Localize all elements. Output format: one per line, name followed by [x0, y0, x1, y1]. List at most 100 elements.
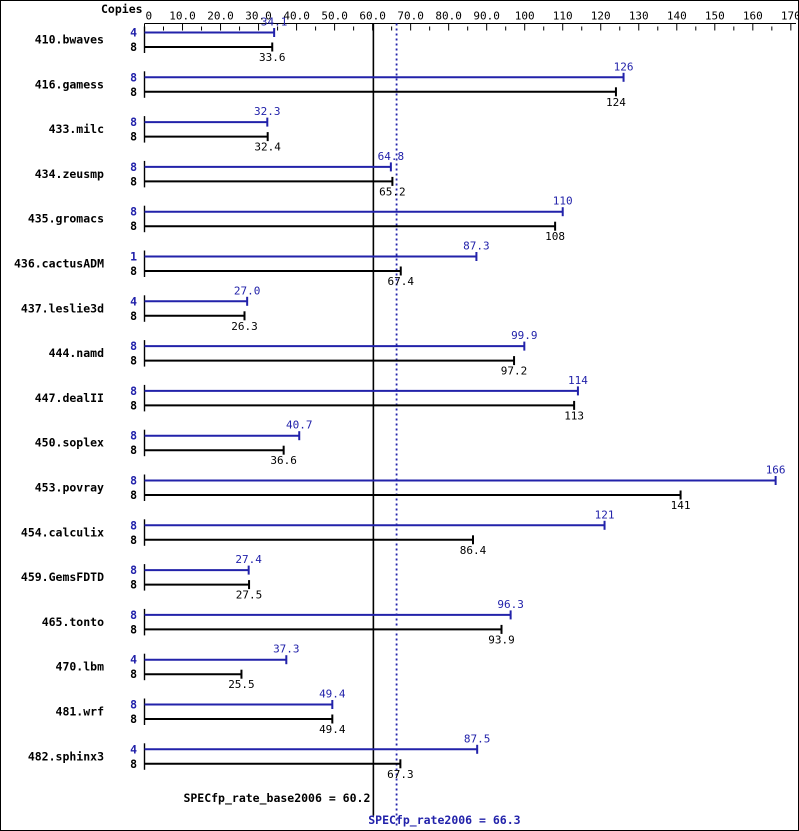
axis-tick-label: 160	[743, 10, 763, 23]
benchmark-name: 447.dealII	[35, 391, 104, 405]
peak-value-label: 99.9	[511, 329, 538, 342]
copies-base-value: 8	[130, 622, 137, 636]
benchmark-name: 470.lbm	[56, 660, 105, 674]
base-value-label: 32.4	[254, 141, 281, 154]
base-value-label: 67.3	[387, 768, 414, 781]
benchmark-name: 482.sphinx3	[28, 749, 104, 763]
copies-peak-value: 8	[130, 698, 137, 712]
axis-tick-label: 110	[553, 10, 573, 23]
peak-value-label: 49.4	[319, 688, 346, 701]
axis-tick-label: 0	[146, 10, 153, 23]
copies-base-value: 8	[130, 40, 137, 54]
copies-peak-value: 8	[130, 474, 137, 488]
copies-base-value: 8	[130, 398, 137, 412]
copies-peak-value: 8	[130, 608, 137, 622]
benchmark-name: 453.povray	[35, 481, 104, 495]
benchmark-name: 436.cactusADM	[14, 257, 104, 271]
peak-value-label: 110	[553, 195, 573, 208]
axis-tick-label: 90.0	[473, 10, 500, 23]
axis-tick-label: 130	[629, 10, 649, 23]
copies-peak-value: 1	[130, 250, 137, 264]
copies-peak-value: 8	[130, 115, 137, 129]
copies-peak-value: 4	[130, 653, 137, 667]
benchmark-name: 444.namd	[49, 346, 104, 360]
copies-base-value: 8	[130, 130, 137, 144]
copies-peak-value: 4	[130, 294, 137, 308]
copies-base-value: 8	[130, 488, 137, 502]
peak-value-label: 32.3	[254, 105, 281, 118]
benchmark-name: 437.leslie3d	[21, 301, 104, 315]
peak-value-label: 64.8	[378, 150, 405, 163]
peak-value-label: 40.7	[286, 419, 313, 432]
base-value-label: 26.3	[231, 320, 258, 333]
peak-value-label: 37.3	[273, 643, 300, 656]
copies-peak-value: 8	[130, 205, 137, 219]
axis-tick-label: 150	[705, 10, 725, 23]
base-summary-label: SPECfp_rate_base2006 = 60.2	[183, 791, 370, 806]
peak-value-label: 114	[568, 374, 588, 387]
peak-value-label: 27.4	[235, 553, 262, 566]
axis-tick-label: 70.0	[397, 10, 424, 23]
benchmark-name: 410.bwaves	[35, 33, 104, 47]
peak-value-label: 87.3	[463, 240, 490, 253]
copies-peak-value: 4	[130, 26, 137, 40]
copies-peak-value: 8	[130, 563, 137, 577]
base-value-label: 113	[564, 409, 584, 422]
base-value-label: 124	[606, 96, 626, 109]
copies-base-value: 8	[130, 667, 137, 681]
axis-tick-label: 80.0	[435, 10, 462, 23]
copies-base-value: 8	[130, 443, 137, 457]
copies-peak-value: 8	[130, 339, 137, 353]
peak-value-label: 126	[614, 60, 634, 73]
base-value-label: 27.5	[236, 589, 263, 602]
peak-value-label: 87.5	[464, 732, 491, 745]
copies-base-value: 8	[130, 354, 137, 368]
copies-peak-value: 8	[130, 384, 137, 398]
base-value-label: 108	[545, 230, 565, 243]
axis-tick-label: 120	[591, 10, 611, 23]
copies-base-value: 8	[130, 309, 137, 323]
axis-tick-label: 20.0	[207, 10, 234, 23]
base-value-label: 97.2	[501, 365, 528, 378]
copies-peak-value: 8	[130, 160, 137, 174]
benchmark-name: 481.wrf	[56, 705, 105, 719]
copies-base-value: 8	[130, 533, 137, 547]
copies-peak-value: 8	[130, 429, 137, 443]
copies-base-value: 8	[130, 578, 137, 592]
base-value-label: 86.4	[460, 544, 487, 557]
benchmark-name: 465.tonto	[42, 615, 104, 629]
base-value-label: 49.4	[319, 723, 346, 736]
peak-value-label: 96.3	[497, 598, 524, 611]
peak-summary-label: SPECfp_rate2006 = 66.3	[368, 813, 520, 828]
axis-tick-label: 100	[515, 10, 535, 23]
peak-value-label: 27.0	[234, 284, 261, 297]
base-value-label: 141	[671, 499, 691, 512]
benchmark-name: 454.calculix	[21, 525, 104, 539]
axis-tick-label: 30.0	[245, 10, 272, 23]
benchmark-name: 433.milc	[49, 122, 104, 136]
base-value-label: 33.6	[259, 51, 286, 64]
peak-value-label: 34.1	[261, 16, 288, 29]
copies-base-value: 8	[130, 712, 137, 726]
copies-peak-value: 4	[130, 742, 137, 756]
axis-tick-label: 140	[667, 10, 687, 23]
axis-tick-label: 50.0	[321, 10, 348, 23]
peak-value-label: 121	[595, 508, 615, 521]
copies-peak-value: 8	[130, 518, 137, 532]
benchmark-name: 435.gromacs	[28, 212, 104, 226]
base-value-label: 65.2	[379, 185, 406, 198]
base-value-label: 67.4	[388, 275, 415, 288]
base-value-label: 93.9	[488, 633, 515, 646]
copies-base-value: 8	[130, 757, 137, 771]
benchmark-name: 450.soplex	[35, 436, 104, 450]
base-value-label: 36.6	[270, 454, 297, 467]
benchmark-name: 434.zeusmp	[35, 167, 104, 181]
base-value-label: 25.5	[228, 678, 255, 691]
peak-value-label: 166	[766, 464, 786, 477]
copies-column-header: Copies	[101, 2, 143, 16]
copies-base-value: 8	[130, 85, 137, 99]
axis-tick-label: 40.0	[283, 10, 310, 23]
benchmark-name: 416.gamess	[35, 77, 104, 91]
